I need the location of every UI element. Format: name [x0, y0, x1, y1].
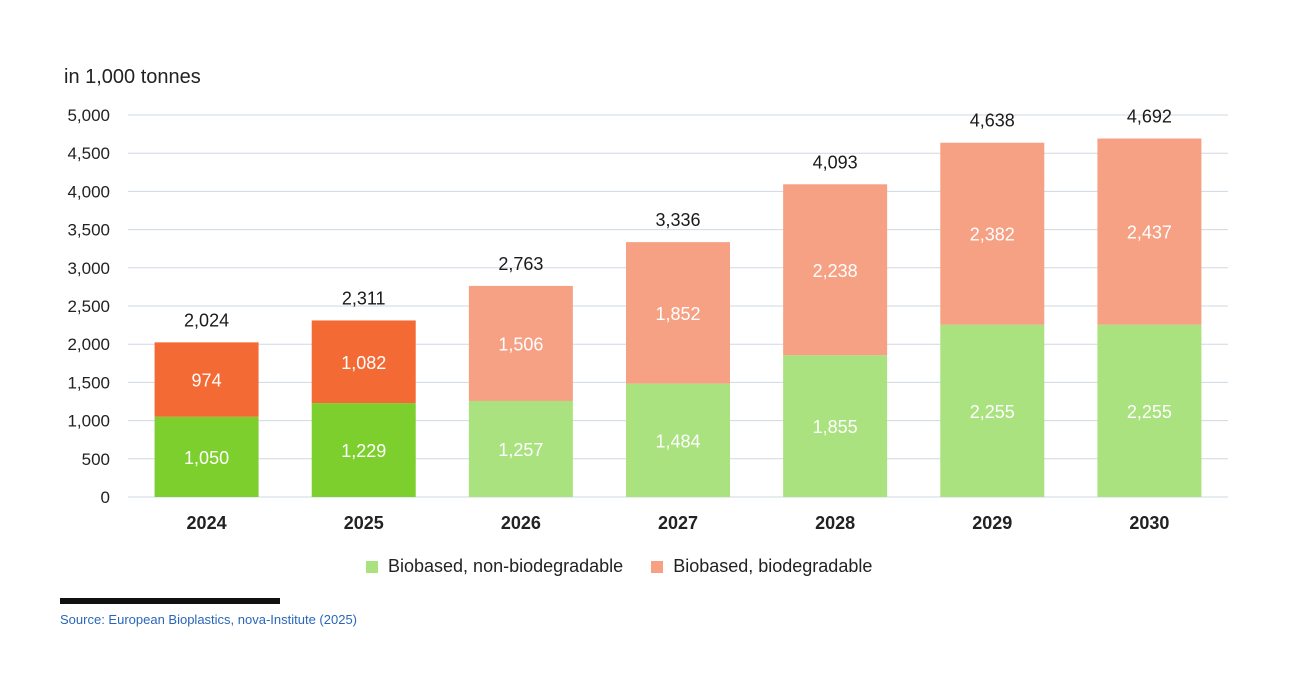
- legend-label-non-biodegradable: Biobased, non-biodegradable: [388, 556, 624, 576]
- total-label: 4,638: [970, 111, 1015, 131]
- x-tick-label: 2026: [501, 513, 541, 533]
- data-label-non-biodegradable: 2,255: [1127, 402, 1172, 422]
- x-tick-label: 2024: [187, 513, 227, 533]
- bar-biodegradable: [626, 242, 730, 384]
- bar-non-biodegradable: [1097, 324, 1202, 497]
- y-tick-label: 2,000: [67, 335, 110, 354]
- data-label-non-biodegradable: 1,050: [184, 448, 229, 468]
- total-label: 2,311: [342, 288, 386, 308]
- bar-biodegradable: [311, 320, 416, 404]
- total-label: 2,763: [498, 254, 543, 274]
- data-label-non-biodegradable: 1,257: [498, 440, 543, 460]
- data-label-biodegradable: 2,437: [1127, 223, 1172, 243]
- source-divider: [60, 598, 280, 604]
- y-tick-label: 1,500: [67, 373, 110, 392]
- x-tick-label: 2025: [344, 513, 384, 533]
- data-label-biodegradable: 2,238: [813, 261, 858, 281]
- y-tick-label: 500: [82, 450, 110, 469]
- y-axis-unit-label: in 1,000 tonnes: [64, 66, 201, 88]
- data-label-non-biodegradable: 1,229: [341, 441, 386, 461]
- data-label-biodegradable: 1,082: [341, 353, 386, 373]
- x-tick-label: 2030: [1129, 513, 1169, 533]
- bar-biodegradable: [1097, 138, 1202, 325]
- y-tick-label: 4,500: [67, 144, 110, 163]
- y-tick-label: 5,000: [67, 106, 110, 125]
- bar-non-biodegradable: [626, 383, 730, 497]
- y-tick-label: 3,000: [67, 259, 110, 278]
- total-label: 4,093: [813, 152, 858, 172]
- legend-swatch-biodegradable: [651, 560, 664, 573]
- x-tick-label: 2028: [815, 513, 855, 533]
- data-label-biodegradable: 974: [192, 371, 222, 391]
- data-label-biodegradable: 2,382: [970, 225, 1015, 245]
- data-label-non-biodegradable: 1,855: [813, 417, 858, 437]
- bar-non-biodegradable: [154, 416, 259, 497]
- x-tick-label: 2029: [972, 513, 1012, 533]
- x-tick-label: 2027: [658, 513, 698, 533]
- y-tick-label: 4,000: [67, 182, 110, 201]
- legend-swatch-non-biodegradable: [366, 560, 378, 573]
- bar-non-biodegradable: [783, 355, 888, 497]
- y-tick-label: 2,500: [67, 297, 110, 316]
- bar-biodegradable: [940, 142, 1045, 325]
- y-tick-label: 0: [101, 488, 110, 507]
- source-note: Source: European Bioplastics, nova-Insti…: [60, 612, 358, 627]
- data-label-non-biodegradable: 1,484: [655, 431, 700, 451]
- bar-non-biodegradable: [468, 400, 573, 497]
- bar-biodegradable: [154, 342, 259, 417]
- data-label-biodegradable: 1,506: [498, 334, 543, 354]
- legend: Biobased, non-biodegradable Biobased, bi…: [366, 556, 900, 577]
- total-label: 4,692: [1127, 107, 1172, 127]
- y-tick-label: 3,500: [67, 221, 110, 240]
- y-tick-label: 1,000: [67, 412, 110, 431]
- data-label-biodegradable: 1,852: [655, 304, 700, 324]
- bar-biodegradable: [468, 285, 573, 401]
- bar-biodegradable: [783, 184, 888, 356]
- legend-item-non-biodegradable: Biobased, non-biodegradable: [366, 556, 623, 577]
- bar-non-biodegradable: [940, 324, 1045, 497]
- legend-item-biodegradable: Biobased, biodegradable: [651, 556, 872, 577]
- legend-label-biodegradable: Biobased, biodegradable: [673, 556, 873, 576]
- bar-non-biodegradable: [311, 403, 416, 497]
- total-label: 2,024: [184, 310, 229, 330]
- data-label-non-biodegradable: 2,255: [970, 402, 1015, 422]
- total-label: 3,336: [655, 210, 700, 230]
